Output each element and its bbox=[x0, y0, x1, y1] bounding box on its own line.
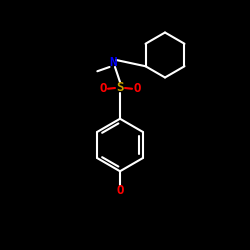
Text: S: S bbox=[116, 81, 124, 94]
Text: O: O bbox=[99, 82, 107, 95]
Text: O: O bbox=[133, 82, 141, 95]
Text: O: O bbox=[116, 184, 124, 196]
Text: N: N bbox=[109, 56, 116, 69]
